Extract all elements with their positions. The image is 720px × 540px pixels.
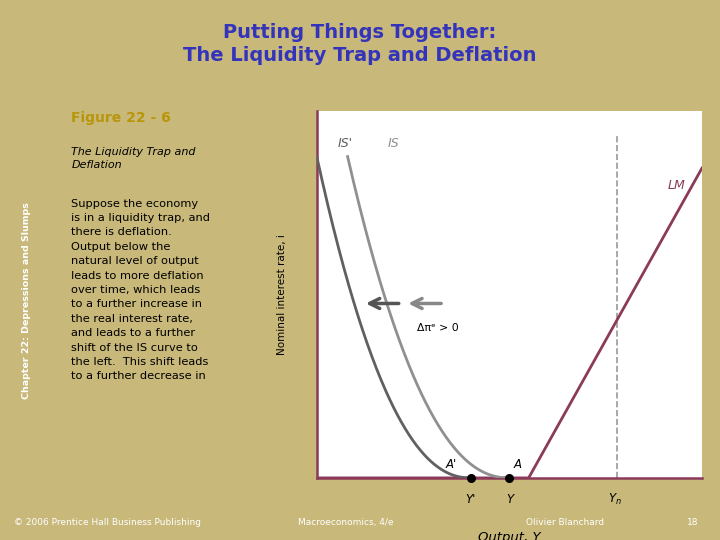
Text: Figure 22 - 6: Figure 22 - 6	[71, 111, 171, 125]
Text: Chapter 22: Depressions and Slumps: Chapter 22: Depressions and Slumps	[22, 202, 32, 400]
Text: Y: Y	[506, 493, 513, 506]
Text: LM: LM	[667, 179, 685, 192]
Text: IS': IS'	[338, 137, 353, 151]
Text: 18: 18	[687, 518, 698, 527]
Text: Macroeconomics, 4/e: Macroeconomics, 4/e	[298, 518, 393, 527]
Text: The Liquidity Trap and
Deflation: The Liquidity Trap and Deflation	[71, 146, 196, 170]
Text: Olivier Blanchard: Olivier Blanchard	[526, 518, 604, 527]
Text: Putting Things Together:
The Liquidity Trap and Deflation: Putting Things Together: The Liquidity T…	[184, 23, 536, 65]
Text: IS: IS	[388, 137, 400, 151]
Text: Nominal interest rate, i: Nominal interest rate, i	[277, 234, 287, 355]
Text: © 2006 Prentice Hall Business Publishing: © 2006 Prentice Hall Business Publishing	[14, 518, 202, 527]
Text: Y': Y'	[466, 493, 476, 506]
Text: $Y_n$: $Y_n$	[608, 492, 622, 507]
Text: A: A	[513, 458, 521, 471]
Text: Output, Y: Output, Y	[478, 531, 541, 540]
Text: Suppose the economy
is in a liquidity trap, and
there is deflation.
Output below: Suppose the economy is in a liquidity tr…	[71, 199, 210, 381]
Text: Δπᵉ > 0: Δπᵉ > 0	[417, 323, 459, 333]
Text: A': A'	[446, 458, 457, 471]
